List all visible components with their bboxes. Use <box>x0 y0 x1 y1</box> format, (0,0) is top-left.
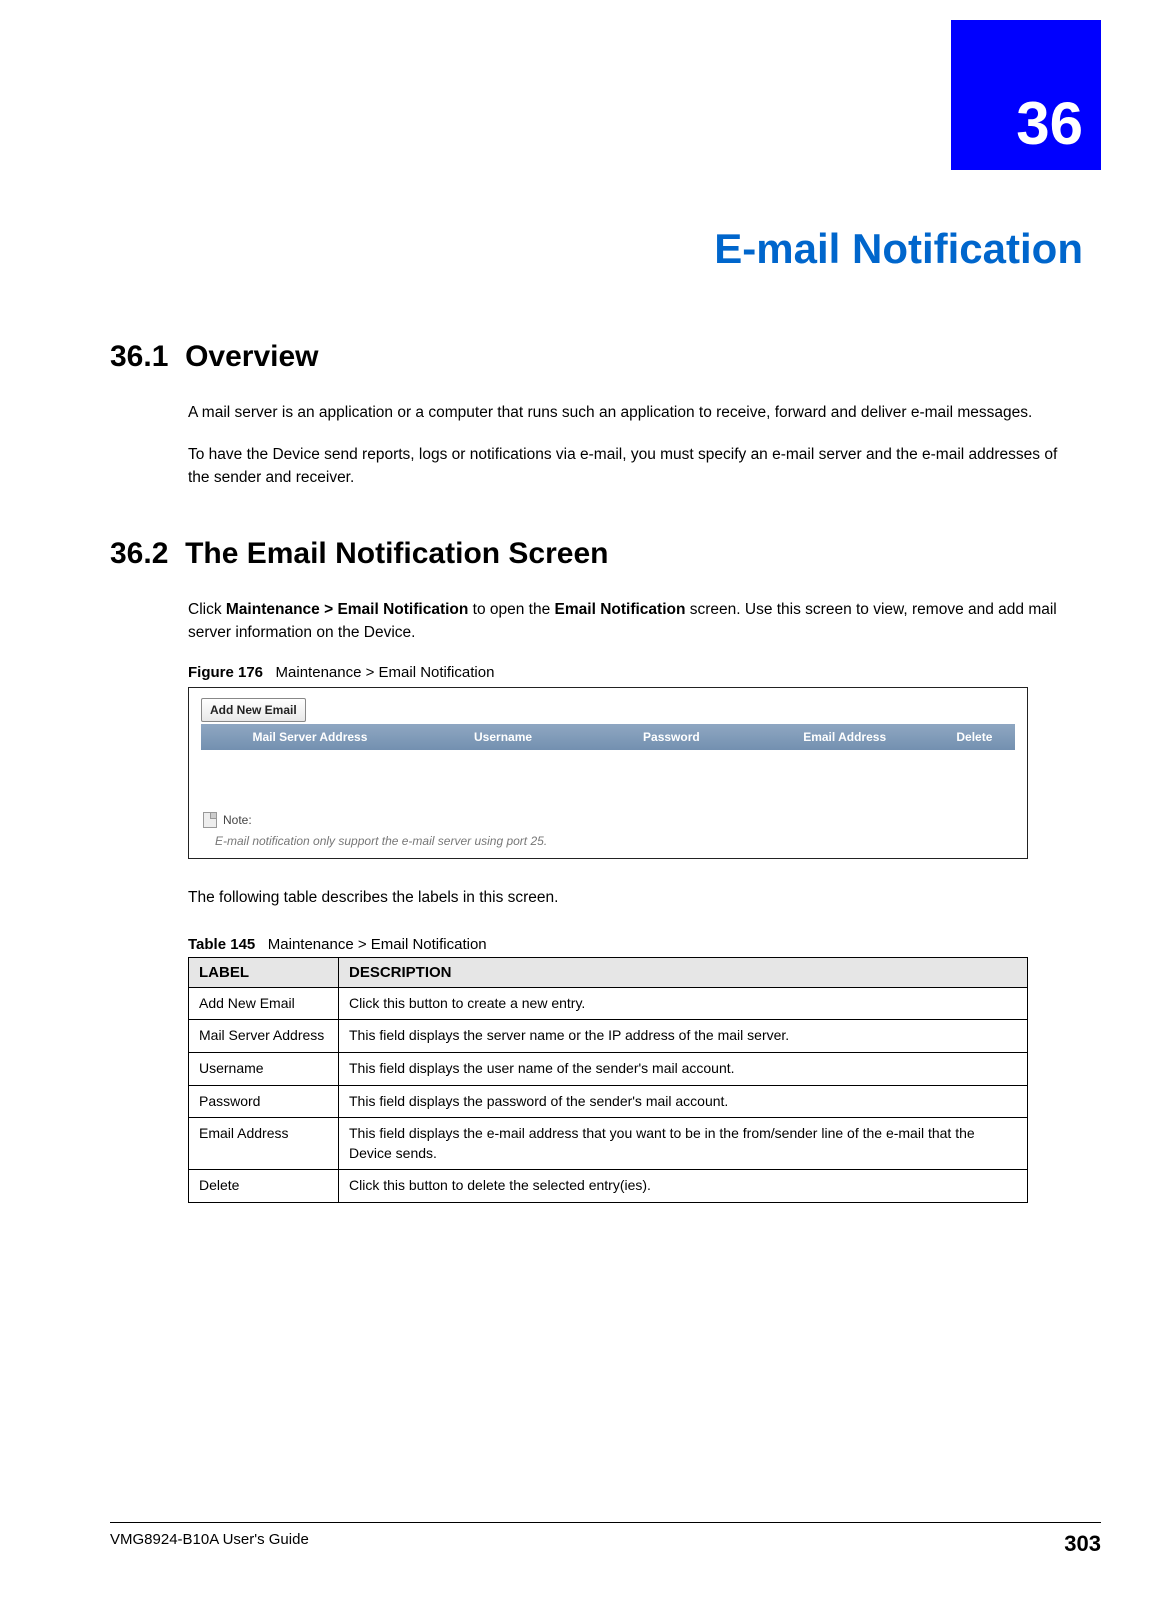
note-row: Note: <box>203 812 1023 828</box>
figure-caption-text: Maintenance > Email Notification <box>276 664 495 681</box>
section-number: 36.1 <box>110 340 168 373</box>
label-cell: Delete <box>189 1170 339 1203</box>
label-cell: Email Address <box>189 1118 339 1170</box>
desc-cell: Click this button to delete the selected… <box>339 1170 1028 1203</box>
section-heading: The Email Notification Screen <box>185 537 608 570</box>
text: Click <box>188 601 226 618</box>
desc-cell: This field displays the server name or t… <box>339 1020 1028 1053</box>
guide-name: VMG8924-B10A User's Guide <box>110 1531 309 1557</box>
col-mail-server: Mail Server Address <box>201 730 419 744</box>
figure-label: Figure 176 <box>188 664 263 681</box>
section-screen-title: 36.2 The Email Notification Screen <box>110 537 1083 571</box>
email-notification-screenshot: Add New Email Mail Server Address Userna… <box>188 687 1028 859</box>
empty-table-body <box>193 750 1023 808</box>
table-caption: Table 145 Maintenance > Email Notificati… <box>188 936 1083 953</box>
nav-path: Maintenance > Email Notification <box>226 601 468 618</box>
table-caption-text: Maintenance > Email Notification <box>268 936 487 953</box>
label-cell: Mail Server Address <box>189 1020 339 1053</box>
table-intro-text: The following table describes the labels… <box>188 887 1083 909</box>
chapter-tab: 36 <box>951 20 1101 170</box>
col-description: DESCRIPTION <box>339 957 1028 987</box>
desc-cell: Click this button to create a new entry. <box>339 987 1028 1020</box>
page-content: 36.1 Overview A mail server is an applic… <box>110 340 1083 1203</box>
col-label: LABEL <box>189 957 339 987</box>
label-cell: Password <box>189 1085 339 1118</box>
section-overview-title: 36.1 Overview <box>110 340 1083 374</box>
chapter-number: 36 <box>1016 89 1083 158</box>
label-cell: Username <box>189 1053 339 1086</box>
table-row: Add New Email Click this button to creat… <box>189 987 1028 1020</box>
description-table: LABEL DESCRIPTION Add New Email Click th… <box>188 957 1028 1203</box>
col-password: Password <box>587 730 755 744</box>
text: to open the <box>468 601 554 618</box>
table-header: LABEL DESCRIPTION <box>189 957 1028 987</box>
overview-para1: A mail server is an application or a com… <box>188 402 1083 424</box>
screen-name: Email Notification <box>555 601 686 618</box>
overview-para2: To have the Device send reports, logs or… <box>188 444 1083 489</box>
col-username: Username <box>419 730 587 744</box>
note-label: Note: <box>223 813 252 827</box>
section-heading: Overview <box>185 340 318 373</box>
figure-caption: Figure 176 Maintenance > Email Notificat… <box>188 664 1083 681</box>
table-label: Table 145 <box>188 936 255 953</box>
table-header-row: Mail Server Address Username Password Em… <box>201 724 1015 750</box>
note-text: E-mail notification only support the e-m… <box>215 834 1023 848</box>
table-row: Email Address This field displays the e-… <box>189 1118 1028 1170</box>
table-row: Mail Server Address This field displays … <box>189 1020 1028 1053</box>
chapter-title: E-mail Notification <box>714 225 1083 273</box>
label-cell: Add New Email <box>189 987 339 1020</box>
section-number: 36.2 <box>110 537 168 570</box>
table-row: Password This field displays the passwor… <box>189 1085 1028 1118</box>
desc-cell: This field displays the password of the … <box>339 1085 1028 1118</box>
screen-intro: Click Maintenance > Email Notification t… <box>188 599 1083 644</box>
table-row: Username This field displays the user na… <box>189 1053 1028 1086</box>
note-icon <box>203 812 217 828</box>
desc-cell: This field displays the e-mail address t… <box>339 1118 1028 1170</box>
col-delete: Delete <box>934 730 1015 744</box>
page-footer: VMG8924-B10A User's Guide 303 <box>110 1522 1101 1557</box>
page-number: 303 <box>1064 1531 1101 1557</box>
table-row: Delete Click this button to delete the s… <box>189 1170 1028 1203</box>
desc-cell: This field displays the user name of the… <box>339 1053 1028 1086</box>
add-new-email-button[interactable]: Add New Email <box>201 698 306 722</box>
col-email-address: Email Address <box>756 730 934 744</box>
